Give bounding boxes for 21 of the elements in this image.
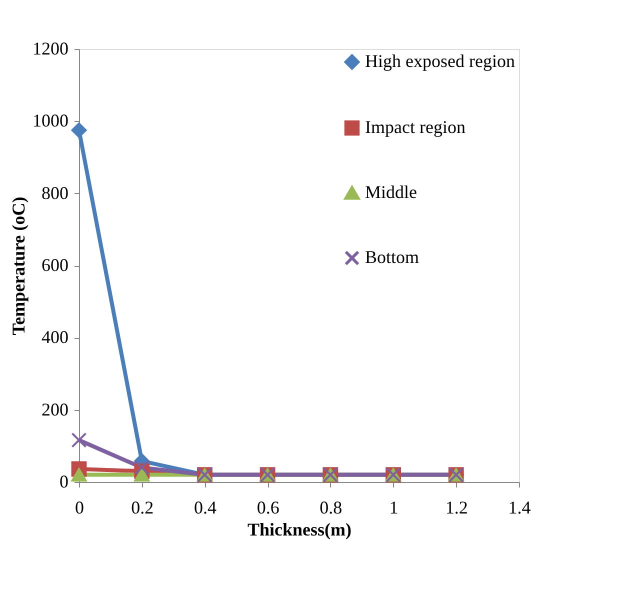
y-axis-title: Temperature (oC) [8, 196, 28, 336]
y-tick-label: 800 [42, 182, 68, 203]
x-tick-label: 1.2 [445, 498, 468, 518]
x-tick-label: 0.4 [194, 498, 216, 518]
y-tick-label: 1000 [32, 110, 68, 131]
x-tick-label: 1.4 [508, 498, 531, 518]
y-tick-label: 1200 [32, 38, 68, 58]
y-tick-label: 200 [42, 399, 68, 420]
x-tick-label: 0 [75, 498, 84, 518]
x-tick-label: 1 [389, 498, 398, 518]
legend-label: Bottom [365, 247, 420, 267]
legend-label: Impact region [365, 117, 466, 137]
x-tick-label: 0.8 [320, 498, 342, 518]
y-tick-label: 400 [42, 327, 68, 348]
y-tick-label: 0 [60, 472, 68, 492]
x-tick-label: 0.6 [256, 498, 280, 518]
x-axis-title: Thickness(m) [247, 520, 352, 540]
x-tick-label: 0.2 [131, 498, 154, 518]
legend-label: High exposed region [365, 51, 515, 71]
legend-label: Middle [365, 182, 418, 202]
y-tick-label: 600 [42, 255, 68, 275]
